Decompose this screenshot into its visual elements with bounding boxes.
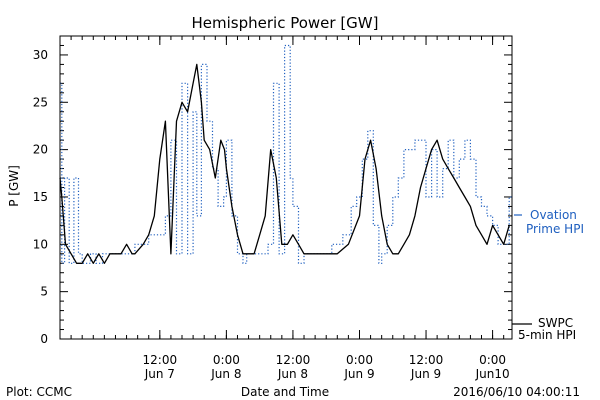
series-swpc-line: [59, 63, 510, 264]
axis-ticks: [59, 35, 512, 340]
legend-ovation-label-line2: Prime HPI: [526, 222, 584, 236]
legend-ovation: Ovation Prime HPI: [514, 208, 584, 236]
y-tick-label: 0: [40, 332, 48, 346]
x-tick-label-date: Jun 7: [144, 367, 175, 381]
footer-timestamp: 2016/06/10 04:00:11: [453, 385, 580, 399]
y-tick-label: 20: [33, 143, 48, 157]
y-tick-label: 10: [33, 237, 48, 251]
y-axis-label: P [GW]: [7, 165, 21, 207]
x-tick-label-time: 12:00: [276, 353, 311, 367]
x-tick-label-time: 0:00: [213, 353, 240, 367]
x-tick-label-date: Jun 9: [343, 367, 374, 381]
x-tick-label-time: 0:00: [346, 353, 373, 367]
y-tick-label: 5: [40, 285, 48, 299]
legend-swpc-label-line2: 5-min HPI: [518, 328, 576, 342]
x-tick-label-time: 12:00: [143, 353, 178, 367]
legend-ovation-label: Ovation: [530, 208, 577, 222]
series-ovation-line: [60, 44, 512, 264]
x-tick-label-date: Jun 8: [277, 367, 308, 381]
x-tick-label-time: 0:00: [479, 353, 506, 367]
x-tick-label-date: Jun 8: [210, 367, 241, 381]
y-tick-label: 15: [33, 190, 48, 204]
series-layer: [59, 44, 512, 264]
y-tick-labels: 0 5 10 15 20 25 30: [33, 48, 48, 346]
y-tick-label: 30: [33, 48, 48, 62]
plot-frame: [59, 35, 513, 340]
y-tick-label: 25: [33, 95, 48, 109]
x-tick-label-date: Jun 9: [410, 367, 441, 381]
legend-swpc-label: SWPC: [538, 316, 573, 330]
x-axis-label: Date and Time: [241, 385, 329, 399]
chart-title: Hemispheric Power [GW]: [192, 14, 379, 32]
footer-plot-source: Plot: CCMC: [6, 385, 72, 399]
x-tick-label-date: Jun10: [475, 367, 510, 381]
x-tick-label-time: 12:00: [409, 353, 444, 367]
legend-swpc: SWPC 5-min HPI: [512, 316, 576, 342]
